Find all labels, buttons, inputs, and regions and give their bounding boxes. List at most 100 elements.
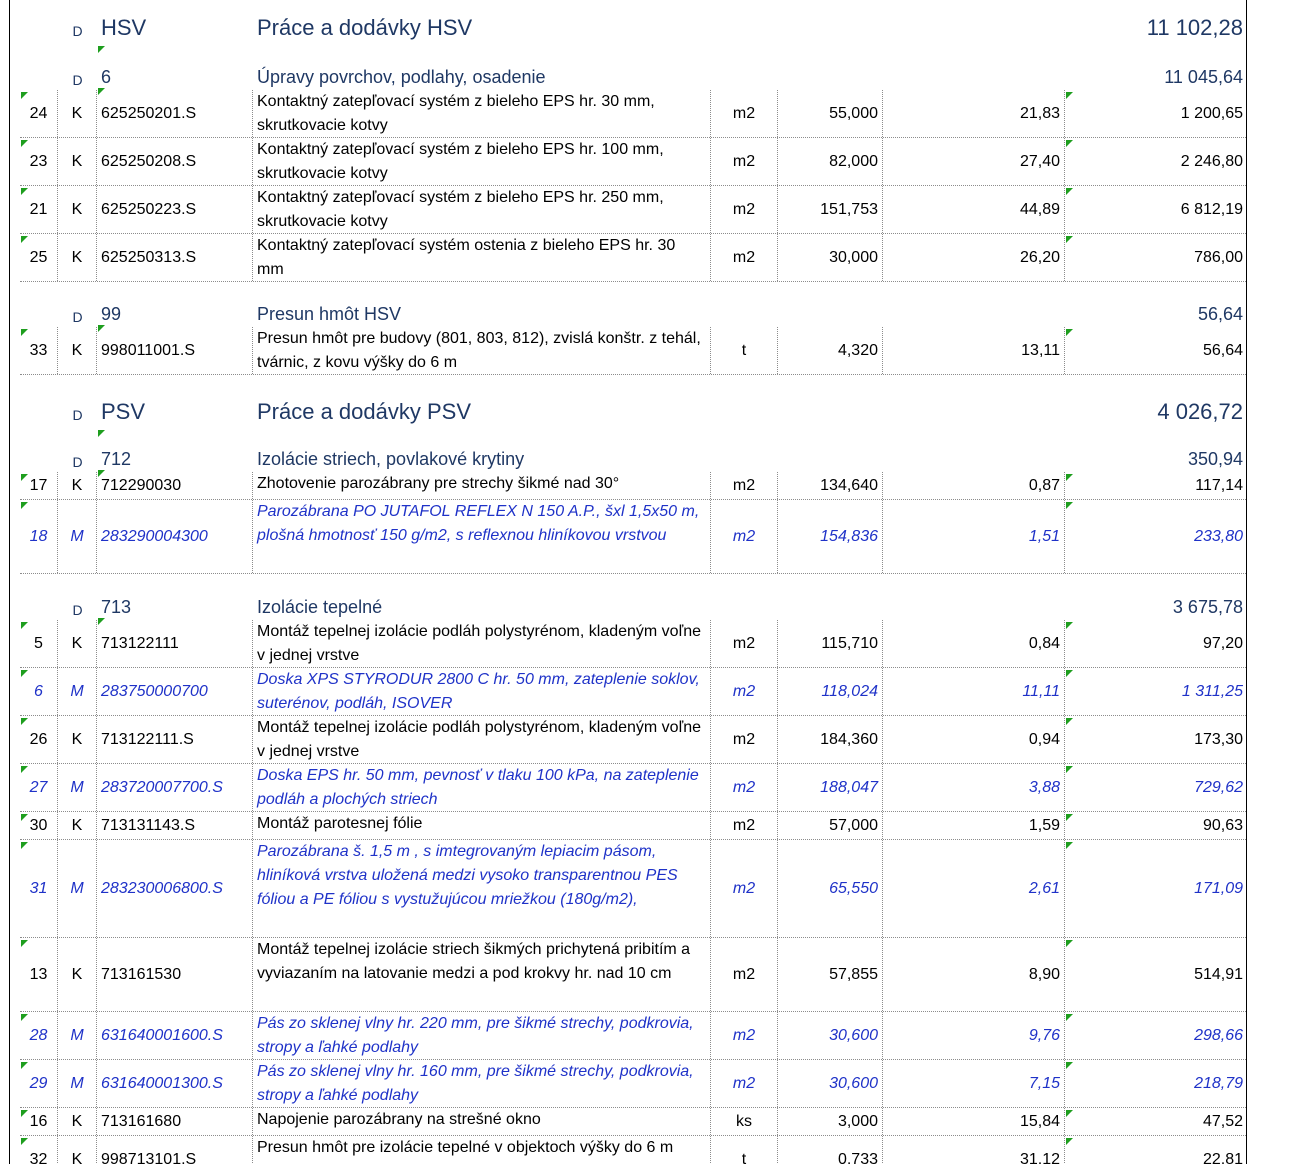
item-code: 713122111.S: [97, 716, 253, 763]
comment-marker-icon: [21, 766, 28, 773]
item-unit: t: [711, 1136, 778, 1164]
item-description: Montáž tepelnej izolácie podláh polystyr…: [253, 620, 711, 667]
comment-marker-icon: [1066, 670, 1073, 677]
item-code: 631640001300.S: [97, 1060, 253, 1107]
comment-marker-icon: [1066, 718, 1073, 725]
item-code: 713161530: [97, 938, 253, 1011]
item-code: 283290004300: [97, 500, 253, 573]
table-row: 31 M 283230006800.S Parozábrana š. 1,5 m , …: [20, 840, 1246, 938]
subsection-header: D 99 Presun hmôt HSV 56,64: [20, 301, 1246, 327]
item-kind: M: [58, 1012, 97, 1059]
item-total: 97,20: [1202, 634, 1243, 652]
table-row: 13 K 713161530 Montáž tepelnej izolácie str…: [20, 938, 1246, 1012]
item-kind: K: [58, 620, 97, 667]
item-description-text: Montáž tepelnej izolácie striech šikmých…: [257, 941, 691, 982]
comment-marker-icon: [1066, 140, 1073, 147]
item-quantity: 30,600: [778, 1060, 883, 1107]
item-number: 30: [20, 812, 58, 839]
item-kind: K: [58, 812, 97, 839]
item-description: Presun hmôt pre izolácie tepelné v objek…: [253, 1136, 711, 1164]
comment-marker-icon: [21, 188, 28, 195]
table-row: 29 M 631640001300.S Pás zo sklenej vlny hr.…: [20, 1060, 1246, 1108]
item-unit: ks: [711, 1108, 778, 1135]
comment-marker-icon: [21, 670, 28, 677]
item-code: 713161680: [97, 1108, 253, 1135]
section-name: Práce a dodávky HSV: [257, 15, 473, 40]
item-description-text: Montáž parotesnej fólie: [257, 815, 423, 832]
item-unit-price: 1,59: [883, 812, 1065, 839]
item-total: 1 311,25: [1181, 682, 1243, 700]
section-name: Presun hmôt HSV: [257, 303, 402, 324]
item-kind: M: [58, 1060, 97, 1107]
item-code: 625250223.S: [97, 186, 253, 233]
item-unit: m2: [711, 234, 778, 281]
section-header: D HSV Práce a dodávky HSV 11 102,28: [20, 8, 1246, 48]
comment-marker-icon: [21, 1138, 28, 1145]
comment-marker-icon: [1066, 474, 1073, 481]
item-code: 712290030: [97, 472, 253, 499]
section-type-marker: D: [72, 72, 83, 88]
comment-marker-icon: [21, 502, 28, 509]
item-unit-price: 3,88: [883, 764, 1065, 811]
section-total: 4 026,72: [1157, 399, 1243, 424]
item-total: 56,64: [1202, 341, 1243, 359]
item-number: 16: [20, 1108, 58, 1135]
item-unit-price: 44,89: [883, 186, 1065, 233]
item-quantity: 188,047: [778, 764, 883, 811]
section-total: 56,64: [1197, 303, 1243, 324]
item-quantity: 184,360: [778, 716, 883, 763]
item-number: 28: [20, 1012, 58, 1059]
item-total: 233,80: [1194, 527, 1243, 545]
item-unit: m2: [711, 138, 778, 185]
item-unit: m2: [711, 500, 778, 573]
comment-marker-icon: [98, 325, 105, 332]
comment-marker-icon: [98, 88, 105, 95]
item-total: 171,09: [1194, 879, 1243, 897]
table-row: 18 M 283290004300 Parozábrana PO JUTAFOL RE…: [20, 500, 1246, 574]
item-unit-price: 21,83: [883, 90, 1065, 137]
section-total: 11 045,64: [1164, 66, 1243, 87]
comment-marker-icon: [98, 470, 105, 477]
item-kind: K: [58, 234, 97, 281]
item-unit-price: 15,84: [883, 1108, 1065, 1135]
table-row: 30 K 713131143.S Montáž parotesnej fólie m2 5…: [20, 812, 1246, 840]
item-description-text: Montáž tepelnej izolácie podláh polystyr…: [257, 719, 702, 760]
comment-marker-icon: [21, 718, 28, 725]
table-row: 27 M 283720007700.S Doska EPS hr. 50 mm, pe…: [20, 764, 1246, 812]
comment-marker-icon: [98, 46, 105, 53]
table-row: 33 K 998011001.S Presun hmôt pre budovy (80…: [20, 327, 1246, 375]
section-code: 6: [101, 66, 112, 87]
section-header: D PSV Práce a dodávky PSV 4 026,72: [20, 392, 1246, 432]
comment-marker-icon: [1066, 188, 1073, 195]
item-number: 25: [20, 234, 58, 281]
item-unit: m2: [711, 716, 778, 763]
item-description-text: Presun hmôt pre izolácie tepelné v objek…: [257, 1139, 674, 1156]
section-type-marker: D: [72, 454, 83, 470]
section-code: HSV: [101, 15, 147, 40]
item-unit: m2: [711, 938, 778, 1011]
item-unit: m2: [711, 812, 778, 839]
item-description: Kontaktný zatepľovací systém z bieleho E…: [253, 90, 711, 137]
comment-marker-icon: [21, 92, 28, 99]
item-description-text: Kontaktný zatepľovací systém ostenia z b…: [257, 237, 676, 278]
item-quantity: 57,000: [778, 812, 883, 839]
item-description-text: Montáž tepelnej izolácie podláh polystyr…: [257, 623, 702, 664]
item-kind: M: [58, 500, 97, 573]
comment-marker-icon: [1066, 622, 1073, 629]
item-quantity: 55,000: [778, 90, 883, 137]
item-quantity: 118,024: [778, 668, 883, 715]
item-number: 29: [20, 1060, 58, 1107]
item-description-text: Presun hmôt pre budovy (801, 803, 812), …: [257, 330, 701, 371]
item-number: 17: [20, 472, 58, 499]
item-unit-price: 0,87: [883, 472, 1065, 499]
item-quantity: 57,855: [778, 938, 883, 1011]
item-code: 713131143.S: [97, 812, 253, 839]
item-number: 27: [20, 764, 58, 811]
item-description: Napojenie parozábrany na strešné okno: [253, 1108, 711, 1135]
section-type-marker: D: [72, 407, 83, 423]
comment-marker-icon: [21, 1014, 28, 1021]
item-unit: m2: [711, 472, 778, 499]
item-unit: t: [711, 327, 778, 374]
item-description: Montáž tepelnej izolácie striech šikmých…: [253, 938, 711, 1011]
comment-marker-icon: [1066, 1062, 1073, 1069]
